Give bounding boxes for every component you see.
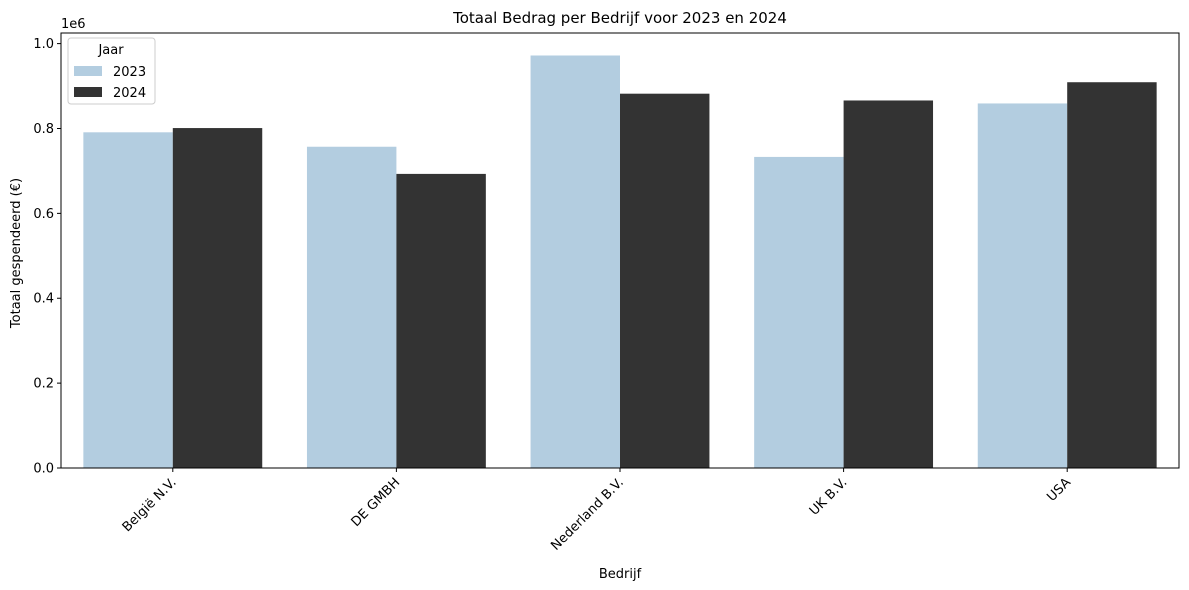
bar-2024 [396, 173, 486, 468]
x-axis-label: Bedrijf [599, 567, 642, 582]
bar-2024 [620, 93, 710, 468]
bar-2023 [530, 55, 620, 469]
legend-label: 2024 [113, 86, 146, 101]
bar-2023 [306, 146, 397, 469]
y-axis: 0.0 0.2 0.4 0.6 0.8 1.0 [33, 37, 61, 477]
x-tick-label: DE GMBH [349, 475, 404, 530]
x-tick-label: België N.V. [120, 475, 180, 535]
bar-2024 [1067, 82, 1157, 468]
bars-group [83, 55, 1157, 469]
y-axis-offset-label: 1e6 [61, 17, 86, 32]
x-tick-label: Nederland B.V. [548, 475, 626, 553]
y-tick-label: 0.4 [33, 292, 54, 307]
y-axis-label: Totaal gespendeerd (€) [9, 178, 24, 329]
legend-swatch-2024 [74, 87, 102, 97]
x-axis: België N.V. DE GMBH Nederland B.V. UK B.V. U… [120, 468, 1074, 554]
bar-2024 [172, 128, 263, 468]
bar-2023 [977, 103, 1068, 468]
plot-frame [60, 32, 1180, 469]
chart-title: Totaal Bedrag per Bedrijf voor 2023 en 2… [452, 9, 787, 27]
x-tick-label: UK B.V. [807, 475, 851, 519]
y-tick-label: 1.0 [33, 37, 54, 52]
bar-2023 [83, 132, 173, 468]
legend: Jaar 2023 2024 [67, 37, 156, 105]
y-tick-label: 0.0 [33, 462, 54, 477]
y-tick-label: 0.6 [33, 207, 54, 222]
bar-2023 [754, 156, 844, 469]
y-tick-label: 0.2 [33, 377, 54, 392]
legend-title: Jaar [97, 43, 124, 58]
y-tick-label: 0.8 [33, 122, 54, 137]
bar-2024 [843, 100, 934, 468]
x-tick-label: USA [1044, 475, 1074, 505]
legend-swatch-2023 [74, 66, 102, 76]
legend-label: 2023 [113, 65, 146, 80]
